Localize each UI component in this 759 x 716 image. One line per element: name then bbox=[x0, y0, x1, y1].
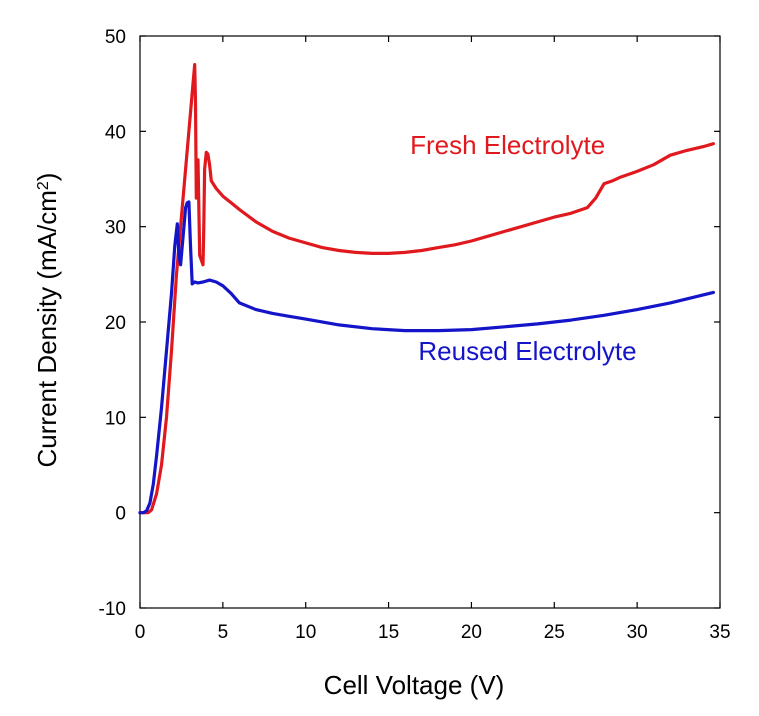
y-tick-label: 30 bbox=[105, 218, 126, 239]
x-tick-label: 25 bbox=[544, 622, 565, 643]
x-tick-label: 15 bbox=[378, 622, 399, 643]
y-tick-label: 20 bbox=[105, 313, 126, 334]
x-tick-label: 0 bbox=[135, 622, 146, 643]
x-tick-label: 30 bbox=[627, 622, 648, 643]
y-tick-label: 50 bbox=[105, 27, 126, 48]
axis-ticks: 0 5 10 15 20 25 30 35 -10 0 10 20 30 40 50 bbox=[99, 27, 731, 643]
series-labels: Fresh Electrolyte Reused Electrolyte bbox=[410, 130, 637, 366]
y-axis-title-sup: 2 bbox=[35, 181, 52, 190]
y-tick-label: 10 bbox=[105, 408, 126, 429]
series-label-fresh: Fresh Electrolyte bbox=[410, 130, 605, 160]
y-axis-title: Current Density (mA/cm2) bbox=[32, 173, 62, 468]
y-tick-label: -10 bbox=[99, 599, 126, 620]
y-tick-label: 0 bbox=[115, 504, 126, 525]
x-tick-label: 20 bbox=[461, 622, 482, 643]
y-axis-title-main: Current Density (mA/cm bbox=[32, 190, 62, 467]
series-layer bbox=[138, 62, 716, 515]
series-label-reused: Reused Electrolyte bbox=[418, 336, 636, 366]
x-tick-label: 5 bbox=[218, 622, 229, 643]
x-tick-label: 35 bbox=[709, 622, 730, 643]
y-tick-label: 40 bbox=[105, 122, 126, 143]
x-tick-label: 10 bbox=[295, 622, 316, 643]
y-axis-title-end: ) bbox=[32, 173, 62, 182]
series-line-reused bbox=[138, 200, 716, 515]
series-line-fresh bbox=[138, 62, 716, 515]
plot-frame bbox=[139, 35, 721, 609]
x-axis-title: Cell Voltage (V) bbox=[324, 670, 505, 700]
